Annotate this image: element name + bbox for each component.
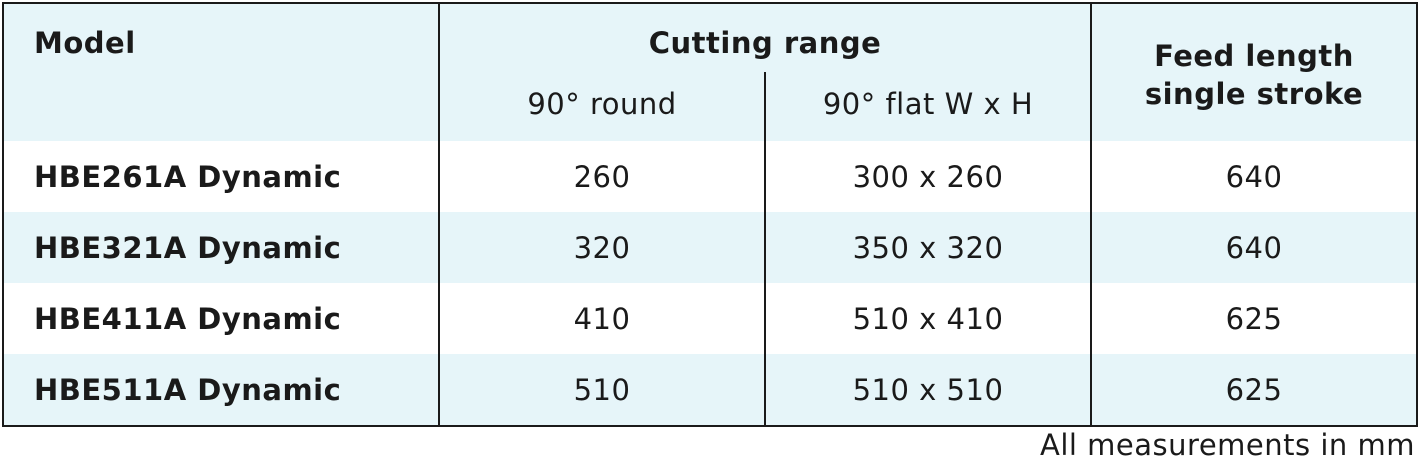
header-row-sub: 90° round 90° flat W x H	[3, 73, 1417, 141]
flat-header: 90° flat W x H	[765, 73, 1093, 141]
feed-length-header: Feed length single stroke	[1091, 3, 1418, 141]
spec-table: Model Cutting range Feed length single s…	[2, 2, 1419, 427]
model-header: Model	[3, 3, 440, 141]
round-cell: 260	[439, 141, 766, 212]
model-cell: HBE321A Dynamic	[3, 212, 440, 283]
round-header: 90° round	[439, 73, 766, 141]
feed-length-header-line2: single stroke	[1144, 76, 1364, 111]
round-cell: 510	[439, 354, 766, 426]
flat-cell: 510 x 510	[765, 354, 1093, 426]
flat-cell: 350 x 320	[765, 212, 1093, 283]
feed-cell: 640	[1091, 141, 1418, 212]
flat-cell: 300 x 260	[765, 141, 1093, 212]
cutting-range-header: Cutting range	[439, 3, 1093, 73]
table-row: HBE511A Dynamic 510 510 x 510 625	[3, 354, 1418, 426]
round-cell: 410	[439, 283, 766, 354]
round-cell: 320	[439, 212, 766, 283]
cutting-range-divider	[764, 72, 766, 142]
model-cell: HBE511A Dynamic	[3, 354, 440, 426]
table-row: HBE261A Dynamic 260 300 x 260 640	[3, 141, 1418, 212]
table-row: HBE411A Dynamic 410 510 x 410 625	[3, 283, 1418, 354]
feed-length-header-line1: Feed length	[1154, 38, 1354, 73]
measurement-footnote: All measurements in mm	[1040, 428, 1415, 462]
flat-cell: 510 x 410	[765, 283, 1093, 354]
feed-cell: 625	[1091, 354, 1418, 426]
header-row-top: Model Cutting range Feed length single s…	[3, 3, 1418, 141]
feed-cell: 625	[1091, 283, 1418, 354]
feed-cell: 640	[1091, 212, 1418, 283]
model-cell: HBE261A Dynamic	[3, 141, 440, 212]
model-cell: HBE411A Dynamic	[3, 283, 440, 354]
table-row: HBE321A Dynamic 320 350 x 320 640	[3, 212, 1418, 283]
